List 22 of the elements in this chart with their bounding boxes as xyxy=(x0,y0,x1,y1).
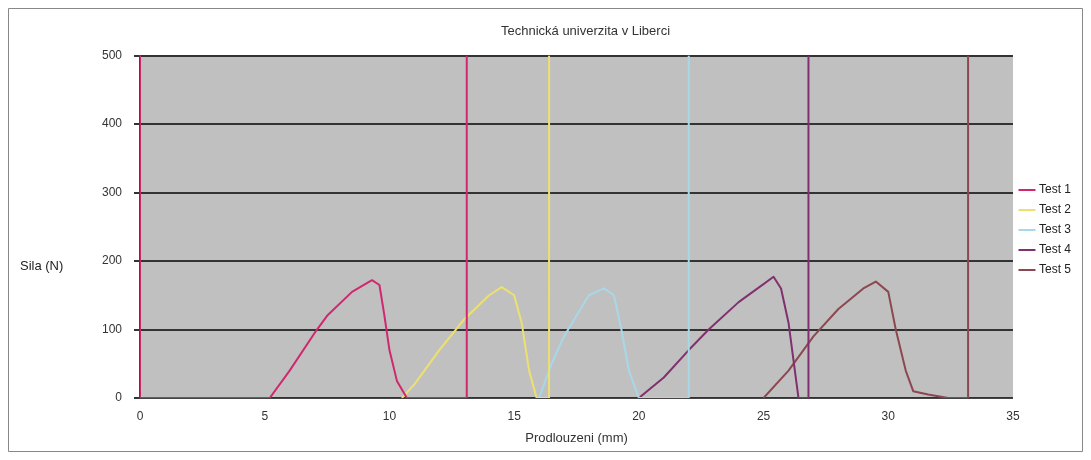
x-tick-label: 20 xyxy=(632,408,646,423)
y-tick-label: 500 xyxy=(101,47,123,62)
x-tick-label: 10 xyxy=(382,408,397,423)
legend-label: Test 4 xyxy=(1038,242,1072,257)
legend-label: Test 2 xyxy=(1038,202,1072,217)
chart-title: Technická univerzita v Liberci xyxy=(500,23,671,39)
x-tick-label: 15 xyxy=(507,408,522,423)
y-tick-label: 300 xyxy=(101,184,123,199)
x-tick-label: 5 xyxy=(261,408,269,423)
x-tick-label: 25 xyxy=(756,408,771,423)
x-axis-title: Prodlouzeni (mm) xyxy=(525,429,628,445)
y-tick-label: 100 xyxy=(101,321,123,336)
y-tick-label: 400 xyxy=(101,116,123,131)
x-tick-label: 0 xyxy=(136,408,144,423)
legend-label: Test 1 xyxy=(1038,182,1072,197)
y-tick-label: 200 xyxy=(101,253,123,268)
legend-label: Test 3 xyxy=(1038,222,1072,237)
y-axis-title: Sila (N) xyxy=(20,258,64,273)
x-tick-label: 35 xyxy=(1006,408,1020,423)
x-tick-label: 30 xyxy=(881,408,896,423)
legend-label: Test 5 xyxy=(1038,262,1072,277)
y-tick-label: 0 xyxy=(115,390,123,405)
